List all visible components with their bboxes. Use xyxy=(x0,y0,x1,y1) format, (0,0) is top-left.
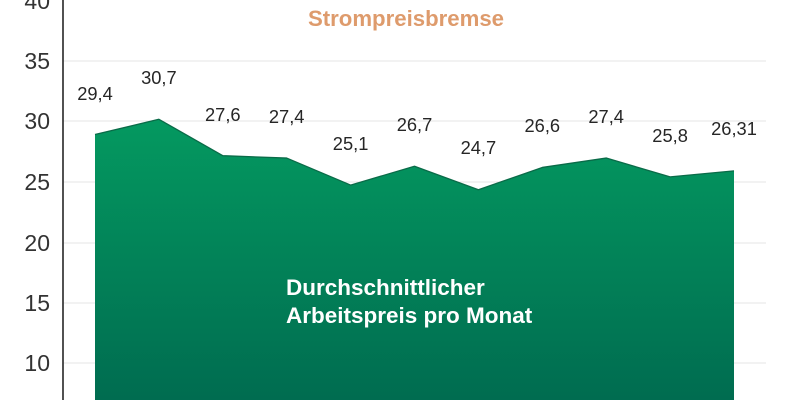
svg-text:30,7: 30,7 xyxy=(141,67,177,88)
svg-text:26,6: 26,6 xyxy=(525,115,561,136)
svg-text:40: 40 xyxy=(24,0,50,14)
svg-text:Durchschnittlicher: Durchschnittlicher xyxy=(286,275,485,300)
svg-text:24,7: 24,7 xyxy=(461,137,497,158)
svg-text:29,4: 29,4 xyxy=(77,83,113,104)
svg-text:20: 20 xyxy=(24,230,50,256)
svg-text:10: 10 xyxy=(24,350,50,376)
svg-text:27,6: 27,6 xyxy=(205,104,241,125)
svg-text:27,4: 27,4 xyxy=(269,106,305,127)
svg-text:35: 35 xyxy=(24,48,50,74)
svg-text:30: 30 xyxy=(24,108,50,134)
svg-text:25,8: 25,8 xyxy=(652,125,688,146)
svg-text:25,1: 25,1 xyxy=(333,133,369,154)
svg-text:Arbeitspreis pro Monat: Arbeitspreis pro Monat xyxy=(286,303,533,328)
svg-text:25: 25 xyxy=(24,169,50,195)
svg-text:26,7: 26,7 xyxy=(397,114,433,135)
svg-text:15: 15 xyxy=(24,290,50,316)
svg-text:27,4: 27,4 xyxy=(588,106,624,127)
svg-text:26,31: 26,31 xyxy=(711,118,757,139)
svg-text:Strompreisbremse: Strompreisbremse xyxy=(308,6,504,31)
